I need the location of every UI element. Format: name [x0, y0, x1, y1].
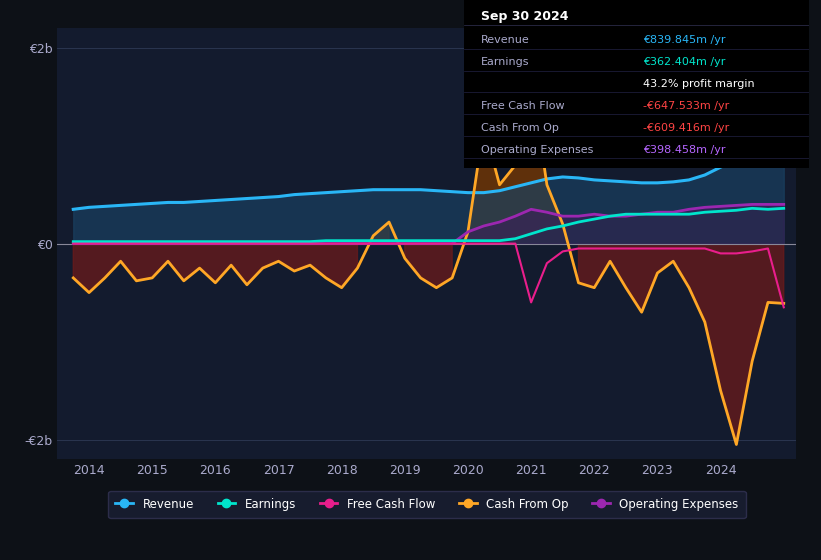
Legend: Revenue, Earnings, Free Cash Flow, Cash From Op, Operating Expenses: Revenue, Earnings, Free Cash Flow, Cash … — [108, 491, 745, 518]
Text: 43.2% profit margin: 43.2% profit margin — [643, 79, 754, 89]
Text: Revenue: Revenue — [481, 35, 530, 45]
Text: Free Cash Flow: Free Cash Flow — [481, 101, 565, 111]
Text: €398.458m /yr: €398.458m /yr — [643, 144, 726, 155]
Text: -€647.533m /yr: -€647.533m /yr — [643, 101, 729, 111]
Text: €362.404m /yr: €362.404m /yr — [643, 57, 726, 67]
Text: Cash From Op: Cash From Op — [481, 123, 559, 133]
Text: Sep 30 2024: Sep 30 2024 — [481, 10, 569, 23]
Text: Operating Expenses: Operating Expenses — [481, 144, 594, 155]
Text: €839.845m /yr: €839.845m /yr — [643, 35, 726, 45]
Text: Earnings: Earnings — [481, 57, 530, 67]
Text: -€609.416m /yr: -€609.416m /yr — [643, 123, 729, 133]
